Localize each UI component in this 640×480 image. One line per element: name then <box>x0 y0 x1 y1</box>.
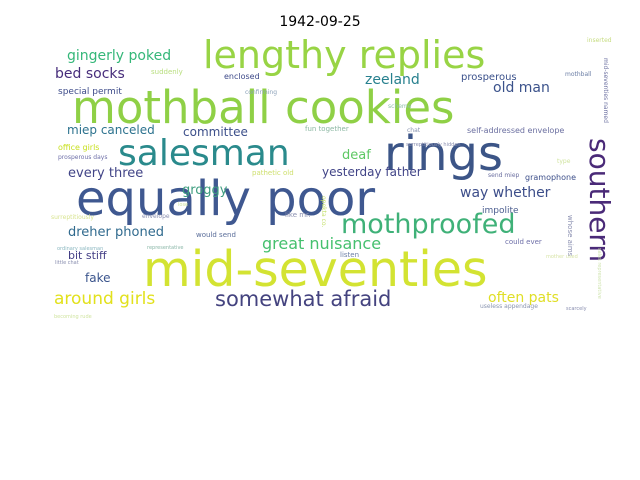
word-scheme: scheme <box>388 103 412 110</box>
word-like-mr: like mr. <box>285 211 311 219</box>
word-great-nuisance: great nuisance <box>262 234 381 253</box>
word-lengthy-replies: lengthy replies <box>203 33 485 77</box>
word-confirming: confirming <box>245 89 277 96</box>
word-gingerly-poked: gingerly poked <box>67 48 171 64</box>
word-mother-used: mother used <box>546 254 578 260</box>
word-envelope: envelope <box>142 213 170 220</box>
word-prosperous-days: prosperous days <box>58 154 107 161</box>
chart-title: 1942-09-25 <box>279 14 361 30</box>
word-inserted: inserted <box>587 37 612 44</box>
word-around-girls: around girls <box>54 289 155 309</box>
word-dreher-phoned: dreher phoned <box>68 225 164 240</box>
word-self-addressed-envelope: self-addressed envelope <box>467 126 564 135</box>
word-groggy: groggy <box>182 183 228 198</box>
word-enclosed: enclosed <box>224 72 260 81</box>
word-every-three: every three <box>68 166 143 181</box>
word-mid-seventies: mid-seventies <box>143 241 488 298</box>
word-deaf: deaf <box>342 148 371 163</box>
word-bed-socks: bed socks <box>55 66 125 82</box>
word-ordinary-salesman: ordinary salesman <box>57 246 103 252</box>
word-sales-representative: sales representative <box>596 248 602 299</box>
word-surreptitiously-hidden: surreptitiously hidden <box>406 142 461 148</box>
word-mothproofed: mothproofed <box>341 209 515 240</box>
word-impolite: impolite <box>482 206 519 216</box>
word-salesman: salesman <box>118 133 290 174</box>
word-representative: representative <box>147 245 183 251</box>
word-mid-seventies-named: mid-seventies named <box>602 58 609 123</box>
word-yesterday-father: yesterday father <box>322 165 422 179</box>
word-becoming-rude: becoming rude <box>54 314 92 320</box>
word-pathetic-old: pathetic old <box>252 169 294 177</box>
word-somewhat-afraid: somewhat afraid <box>215 287 391 311</box>
word-surreptitiously: surreptitiously <box>51 214 94 221</box>
word-bit-stiff: bit stiff <box>68 249 107 262</box>
word-fake: fake <box>85 271 110 285</box>
word-suddenly: suddenly <box>151 68 183 76</box>
word-mothball-cookies: mothball cookies <box>72 81 454 134</box>
word-useless-appendage: useless appendage <box>480 303 538 310</box>
word-type: type <box>557 158 571 165</box>
word-opekta-co: opekta co. <box>320 196 327 227</box>
word-fun-together: fun together <box>305 125 349 133</box>
word-zeeland: zeeland <box>365 72 420 88</box>
word-lose: lose <box>178 202 188 208</box>
word-rings: rings <box>384 126 503 182</box>
word-old-man: old man <box>493 80 550 96</box>
word-listen: listen <box>340 251 359 259</box>
word-would-send: would send <box>196 231 236 239</box>
word-committee: committee <box>183 125 248 139</box>
word-special-permit: special permit <box>58 87 122 97</box>
word-southern: southern <box>583 138 616 262</box>
word-mothball: mothball <box>565 71 592 78</box>
word-little-chat: little chat <box>55 260 79 266</box>
word-gramophone: gramophone <box>525 173 576 182</box>
word-miep-canceled: miep canceled <box>67 123 155 137</box>
word-way-whether: way whether <box>460 185 551 201</box>
word-often-pats: often pats <box>488 290 559 306</box>
word-prosperous: prosperous <box>461 72 517 83</box>
word-equally-poor: equally poor <box>76 171 375 227</box>
word-scarcely: scarcely <box>566 306 587 312</box>
word-send-miep: send miep <box>488 172 520 179</box>
word-office-girls: office girls <box>58 143 99 152</box>
word-chat: chat <box>407 127 421 134</box>
word-whose-aims: whose aims <box>566 215 574 257</box>
word-could-ever: could ever <box>505 238 542 246</box>
